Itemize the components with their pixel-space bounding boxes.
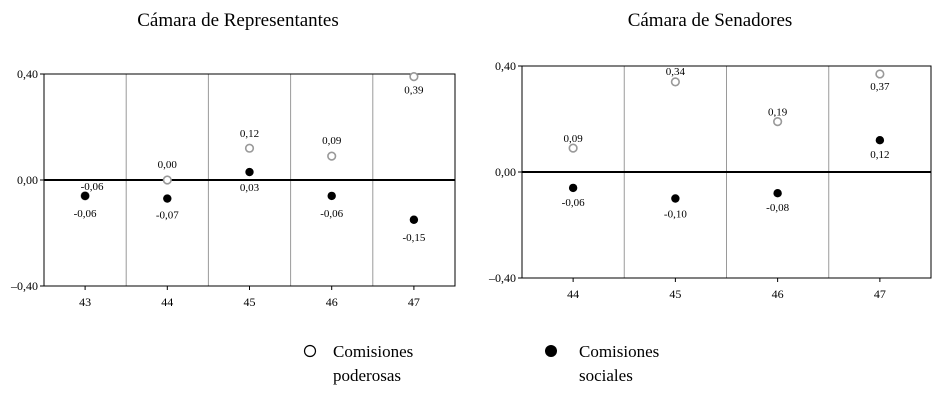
y-tick-label: –0,40	[10, 279, 38, 293]
data-label-sociales: -0,06	[562, 197, 585, 209]
x-tick-label: 47	[874, 287, 886, 301]
filled-circle-icon	[545, 345, 557, 357]
data-label-poderosas: -0,06	[81, 181, 104, 193]
point-poderosas	[568, 143, 578, 153]
point-poderosas	[875, 69, 885, 79]
data-label-poderosas: 0,19	[768, 107, 788, 119]
x-tick-label: 43	[79, 295, 91, 309]
data-label-sociales: 0,03	[240, 182, 260, 194]
point-sociales	[875, 136, 885, 145]
y-tick-label: –0,40	[488, 271, 516, 285]
x-tick-label: 45	[669, 287, 681, 301]
point-poderosas	[773, 117, 783, 127]
point-poderosas	[162, 175, 172, 185]
chart-title: Cámara de Senadores	[628, 10, 793, 31]
y-tick-label: 0,40	[495, 59, 516, 73]
open-circle-icon	[303, 344, 317, 358]
y-tick-label: 0,00	[495, 165, 516, 179]
point-sociales	[773, 189, 782, 198]
data-label-sociales: 0,12	[870, 149, 889, 161]
point-poderosas	[327, 151, 337, 161]
x-tick-label: 45	[244, 295, 256, 309]
legend-label-sociales-line2: sociales	[579, 366, 633, 385]
point-poderosas	[670, 77, 680, 87]
legend-item-poderosas: Comisiones poderosas	[303, 342, 413, 385]
y-tick-label: 0,40	[17, 67, 38, 81]
chart-2: Cámara de Senadores –0,40 0,00 0,40 44 45 46 47…	[488, 10, 932, 301]
data-label-poderosas: 0,12	[240, 128, 259, 140]
data-label-sociales: -0,10	[664, 209, 687, 221]
data-label-sociales: -0,15	[402, 232, 425, 244]
point-sociales	[163, 194, 172, 203]
point-sociales	[245, 167, 254, 177]
legend-label-poderosas-line2: poderosas	[333, 366, 401, 385]
data-label-poderosas: 0,34	[666, 66, 686, 78]
x-tick-label: 46	[772, 287, 784, 301]
data-label-poderosas: 0,37	[870, 81, 890, 93]
x-tick-label: 44	[161, 295, 173, 309]
chart-title: Cámara de Representantes	[137, 10, 339, 31]
point-sociales	[409, 215, 419, 224]
point-poderosas	[244, 143, 255, 153]
legend-label-sociales-line1: Comisiones	[579, 342, 659, 361]
data-label-sociales: -0,07	[156, 210, 179, 222]
charts-layer: Cámara de Representantes –0,40 0,00 0,40 43 4…	[10, 10, 932, 309]
data-label-poderosas: 0,09	[564, 133, 584, 145]
data-label-poderosas: 0,00	[158, 159, 178, 171]
point-poderosas	[409, 72, 419, 82]
x-tick-label: 46	[326, 295, 338, 309]
y-tick-label: 0,00	[17, 173, 38, 187]
data-label-sociales: -0,06	[74, 208, 97, 220]
data-label-poderosas: 0,39	[404, 85, 424, 97]
legend-item-sociales: Comisiones sociales	[545, 342, 659, 385]
data-label-sociales: -0,08	[766, 202, 789, 214]
point-sociales	[80, 191, 90, 201]
x-tick-label: 47	[408, 295, 420, 309]
point-sociales	[671, 194, 680, 203]
legend: Comisiones poderosas Comisiones sociales	[303, 342, 659, 385]
x-tick-label: 44	[567, 287, 579, 301]
data-label-sociales: -0,06	[320, 208, 343, 220]
point-sociales	[327, 191, 336, 201]
legend-label-poderosas-line1: Comisiones	[333, 342, 413, 361]
data-label-poderosas: 0,09	[322, 135, 342, 147]
chart-1: Cámara de Representantes –0,40 0,00 0,40 43 4…	[10, 10, 456, 309]
point-sociales	[568, 183, 578, 193]
